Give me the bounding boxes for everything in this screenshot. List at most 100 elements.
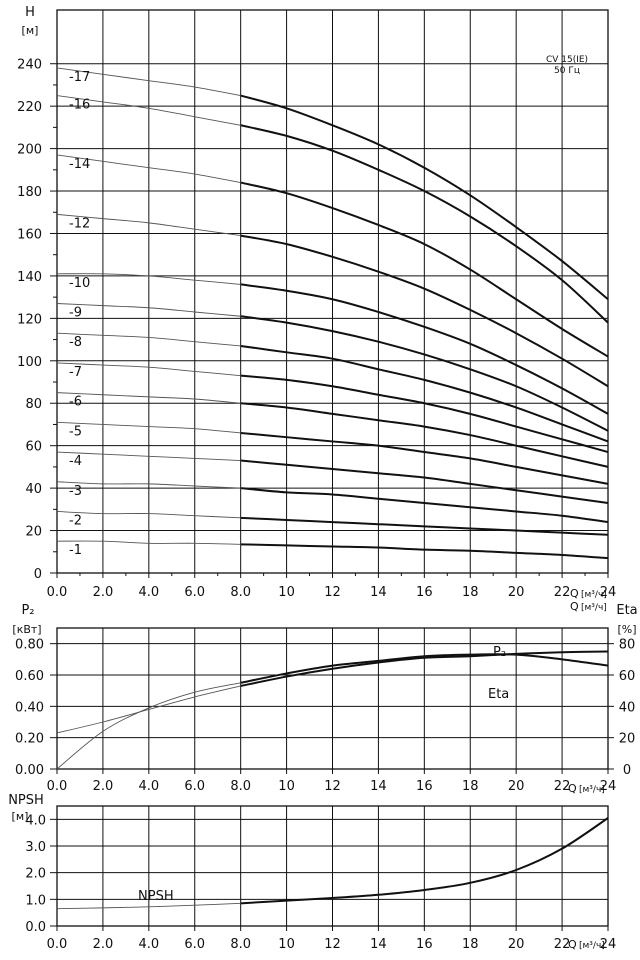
- power-xtick-label: 22: [554, 779, 571, 794]
- npsh-xtick-label: 6.0: [184, 937, 205, 952]
- head-curve-thin: [56, 540, 241, 545]
- npsh-xtick-label: 14: [370, 937, 387, 952]
- npsh-xtick-label: 22: [554, 937, 571, 952]
- eta-ytick-label: 80: [619, 638, 636, 653]
- head-curve-label: -9: [69, 306, 82, 321]
- head-curve-label: -14: [69, 157, 90, 172]
- head-curve-stage14: [240, 181, 609, 358]
- eta-ylabel: Eta: [616, 603, 637, 618]
- head-curve-thin: [56, 362, 241, 377]
- head-curve-stage12: [240, 234, 609, 388]
- npsh-ytick-label: 2.0: [25, 867, 46, 882]
- head-ytick-label: 220: [17, 100, 42, 115]
- head-ytick-label: 200: [17, 143, 42, 158]
- power-xlabel: Q: [568, 782, 577, 795]
- head-curve-label: -3: [69, 484, 82, 499]
- head-curve-label: -1: [69, 543, 82, 558]
- head-curve-thin: [56, 67, 241, 96]
- head-curve-thin: [56, 154, 241, 183]
- head-xunit: [м³/ч]: [581, 590, 607, 600]
- power-xtick-label: 14: [370, 779, 387, 794]
- head-curve-stage6: [240, 402, 609, 468]
- head-curve-thin: [56, 511, 241, 519]
- power-xtick-label: 8.0: [230, 779, 251, 794]
- npsh-xtick-label: 4.0: [138, 937, 159, 952]
- head-xlabel-2: Q: [570, 600, 579, 613]
- power-xtick-label: 18: [462, 779, 479, 794]
- eta-curve-thin: [56, 682, 241, 770]
- power-curve: [240, 650, 609, 687]
- head-xtick-label: 16: [416, 585, 433, 600]
- power-xtick-label: 24: [600, 779, 617, 794]
- npsh-curve-thin: [56, 902, 241, 910]
- head-curve-thin: [56, 421, 241, 434]
- power-yunit: [кВт]: [12, 623, 41, 636]
- npsh-xunit: [м³/ч]: [579, 941, 605, 951]
- npsh-xlabel: Q: [568, 938, 577, 951]
- power-series-label: P₂: [493, 645, 506, 660]
- head-curve-stage9: [240, 315, 609, 432]
- head-curve-label: -12: [69, 216, 90, 231]
- npsh-xtick-label: 20: [508, 937, 525, 952]
- npsh-yunit: [м]: [12, 810, 29, 823]
- head-ytick-label: 120: [17, 312, 42, 327]
- head-xtick-label: 2.0: [93, 585, 114, 600]
- head-xtick-label: 10: [278, 585, 295, 600]
- eta-ytick-label: 20: [619, 732, 636, 747]
- eta-series-label: Eta: [488, 687, 509, 702]
- npsh-xtick-label: 24: [600, 937, 617, 952]
- npsh-xtick-label: 12: [324, 937, 341, 952]
- head-xtick-label: 20: [508, 585, 525, 600]
- head-curve-label: -10: [69, 276, 90, 291]
- head-curve-stage8: [240, 344, 609, 443]
- npsh-ytick-label: 3.0: [25, 840, 46, 855]
- head-curve-stage17: [240, 94, 609, 301]
- power-ylabel: P₂: [21, 603, 34, 618]
- head-curve-label: -8: [69, 335, 82, 350]
- frequency-annotation: 50 Гц: [554, 66, 580, 76]
- head-curve-thin: [56, 392, 241, 404]
- head-curve-stage10: [240, 283, 609, 415]
- head-curve-stage3: [240, 487, 609, 524]
- power-xtick-label: 2.0: [93, 779, 114, 794]
- npsh-xtick-label: 0.0: [47, 937, 68, 952]
- head-ylabel: H: [25, 5, 35, 20]
- npsh-ytick-label: 4.0: [25, 813, 46, 828]
- head-ytick-label: 100: [17, 355, 42, 370]
- head-yunit: [м]: [22, 24, 39, 37]
- eta-ytick-label: 40: [619, 700, 636, 715]
- head-curve-label: -2: [69, 513, 82, 528]
- head-ytick-label: 240: [17, 58, 42, 73]
- npsh-ytick-label: 1.0: [25, 893, 46, 908]
- head-ytick-label: 0: [34, 567, 42, 582]
- head-ytick-label: 160: [17, 227, 42, 242]
- eta-ytick-label: 0: [623, 763, 631, 778]
- npsh-xtick-label: 10: [278, 937, 295, 952]
- head-xtick-label: 22: [554, 585, 571, 600]
- npsh-xtick-label: 16: [416, 937, 433, 952]
- eta-curve: [240, 653, 609, 684]
- head-curve-label: -5: [69, 424, 82, 439]
- model-annotation: CV 15(IE): [546, 55, 588, 65]
- head-ytick-label: 40: [25, 482, 42, 497]
- head-xtick-label: 6.0: [184, 585, 205, 600]
- power-xtick-label: 0.0: [47, 779, 68, 794]
- head-ytick-label: 80: [25, 397, 42, 412]
- npsh-ylabel: NPSH: [8, 793, 44, 808]
- power-xtick-label: 12: [324, 779, 341, 794]
- head-curve-stage4: [240, 459, 609, 504]
- head-xtick-label: 14: [370, 585, 387, 600]
- power-xtick-label: 4.0: [138, 779, 159, 794]
- power-xunit: [м³/ч]: [579, 785, 605, 795]
- npsh-ytick-label: 0.0: [25, 920, 46, 935]
- power-xtick-label: 20: [508, 779, 525, 794]
- npsh-series-label: NPSH: [138, 889, 174, 904]
- head-curve-thin: [56, 273, 241, 285]
- eta-yunit: [%]: [617, 623, 636, 636]
- npsh-curve: [240, 817, 609, 905]
- power-ytick-label: 0.80: [15, 638, 44, 653]
- head-curve-thin: [56, 451, 241, 461]
- power-xtick-label: 16: [416, 779, 433, 794]
- head-curve-stage7: [240, 374, 609, 454]
